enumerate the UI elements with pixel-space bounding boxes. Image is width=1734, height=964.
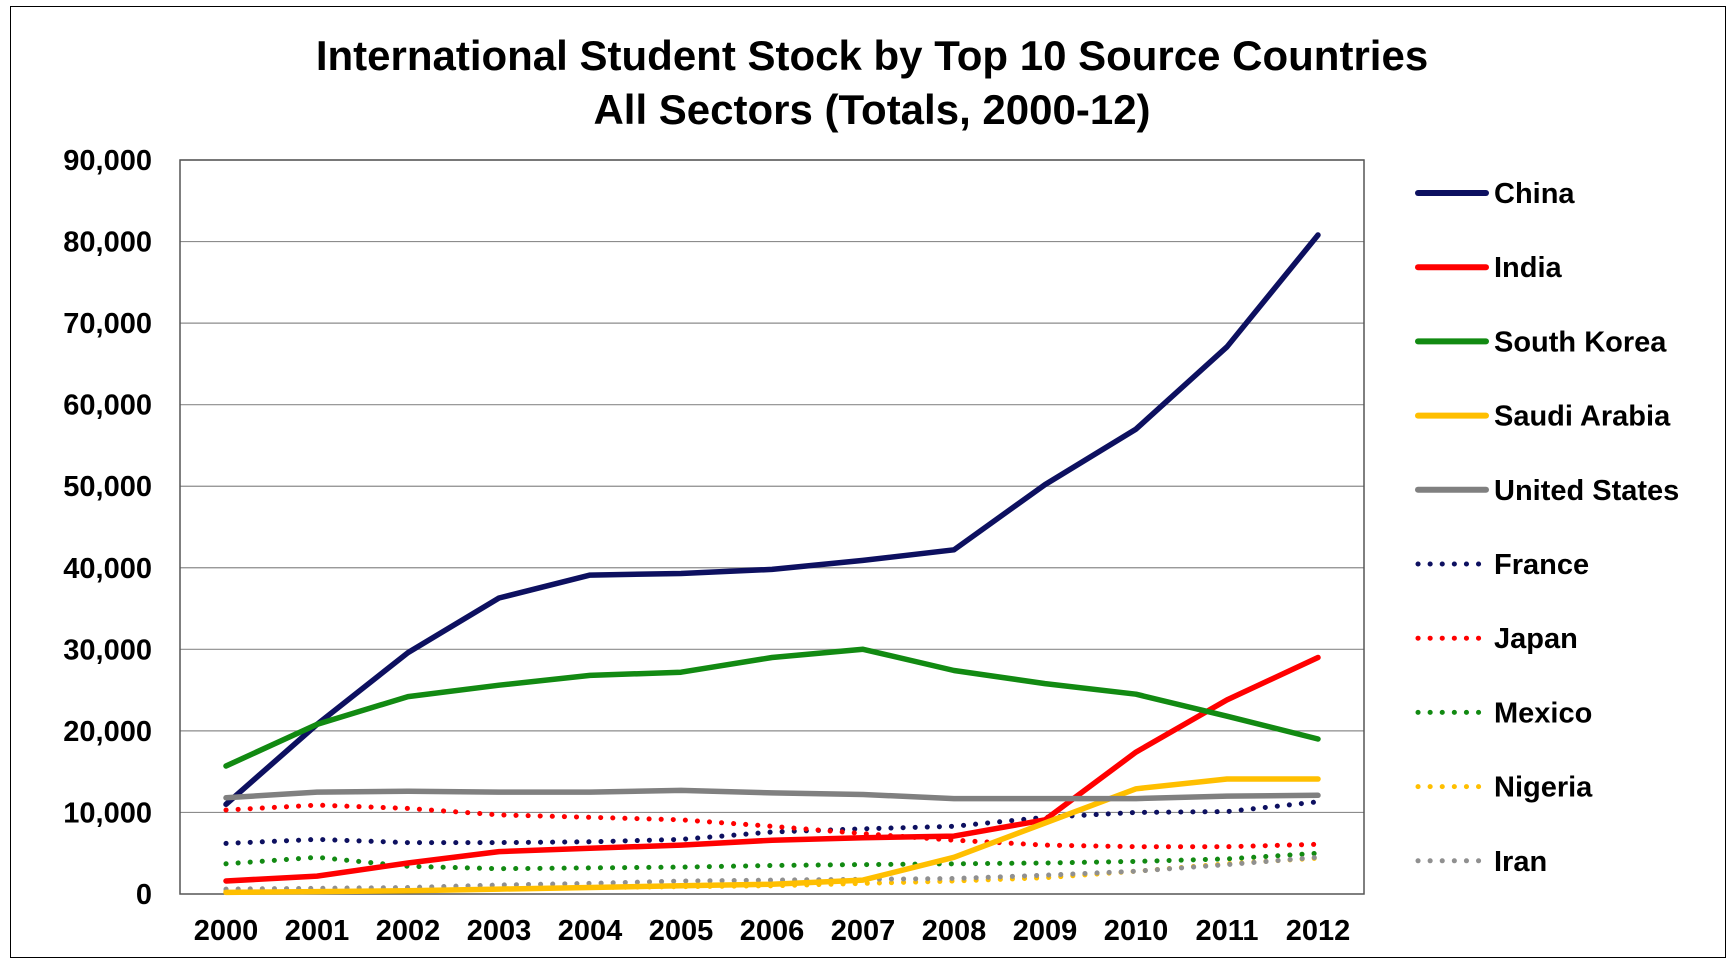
y-tick-label: 60,000: [63, 390, 152, 422]
y-tick-label: 50,000: [63, 471, 152, 503]
legend-label-mexico: Mexico: [1494, 697, 1592, 729]
x-tick-label: 2012: [1286, 915, 1351, 947]
x-tick-label: 2009: [1013, 915, 1078, 947]
legend-label-iran: Iran: [1494, 846, 1547, 878]
y-tick-label: 40,000: [63, 553, 152, 585]
chart-frame: [10, 6, 1726, 958]
y-tick-label: 0: [136, 879, 152, 911]
y-axis: 0 10,000 20,000 30,000 40,000 50,000 60,000 70,…: [63, 145, 152, 911]
legend-label-france: France: [1494, 549, 1589, 581]
y-tick-label: 30,000: [63, 634, 152, 666]
series-line-japan: [223, 802, 1321, 850]
series-line-mexico: [223, 850, 1321, 872]
x-tick-label: 2000: [194, 915, 259, 947]
plot-area: [179, 159, 1365, 895]
legend-label-united-states: United States: [1494, 475, 1679, 507]
y-tick-label: 20,000: [63, 716, 152, 748]
legend-label-saudi-arabia: Saudi Arabia: [1494, 401, 1671, 433]
series-line-india: [223, 654, 1321, 884]
y-tick-label: 70,000: [63, 308, 152, 340]
x-tick-label: 2011: [1196, 915, 1259, 947]
series-group: [223, 232, 1321, 896]
x-tick-label: 2004: [558, 915, 623, 947]
legend-label-south-korea: South Korea: [1494, 326, 1667, 358]
x-tick-label: 2006: [740, 915, 805, 947]
legend-label-india: India: [1494, 252, 1563, 284]
series-line-france: [223, 799, 1321, 846]
series-line-china: [223, 232, 1321, 808]
x-tick-label: 2001: [285, 915, 350, 947]
series-line-iran: [223, 854, 1321, 892]
x-tick-label: 2008: [922, 915, 987, 947]
legend-label-nigeria: Nigeria: [1494, 772, 1593, 804]
x-tick-label: 2003: [467, 915, 532, 947]
y-tick-label: 10,000: [63, 797, 152, 829]
x-axis: 2000 2001 2002 2003 2004 2005 2006 2007 2008 2009…: [194, 915, 1351, 947]
y-tick-label: 80,000: [63, 227, 152, 259]
series-line-saudi-arabia: [223, 776, 1321, 896]
series-line-united-states: [223, 787, 1321, 802]
chart-subtitle: All Sectors (Totals, 2000-12): [593, 86, 1150, 133]
chart-title: International Student Stock by Top 10 So…: [316, 32, 1428, 79]
legend-label-japan: Japan: [1494, 623, 1578, 655]
x-tick-label: 2007: [831, 915, 896, 947]
legend-label-china: China: [1494, 178, 1575, 210]
x-tick-label: 2010: [1104, 915, 1169, 947]
series-line-south-korea: [223, 646, 1321, 769]
x-tick-label: 2005: [649, 915, 714, 947]
x-tick-label: 2002: [376, 915, 441, 947]
y-tick-label: 90,000: [63, 145, 152, 177]
legend: China India South Korea Saudi Arabia United …: [1415, 178, 1679, 878]
